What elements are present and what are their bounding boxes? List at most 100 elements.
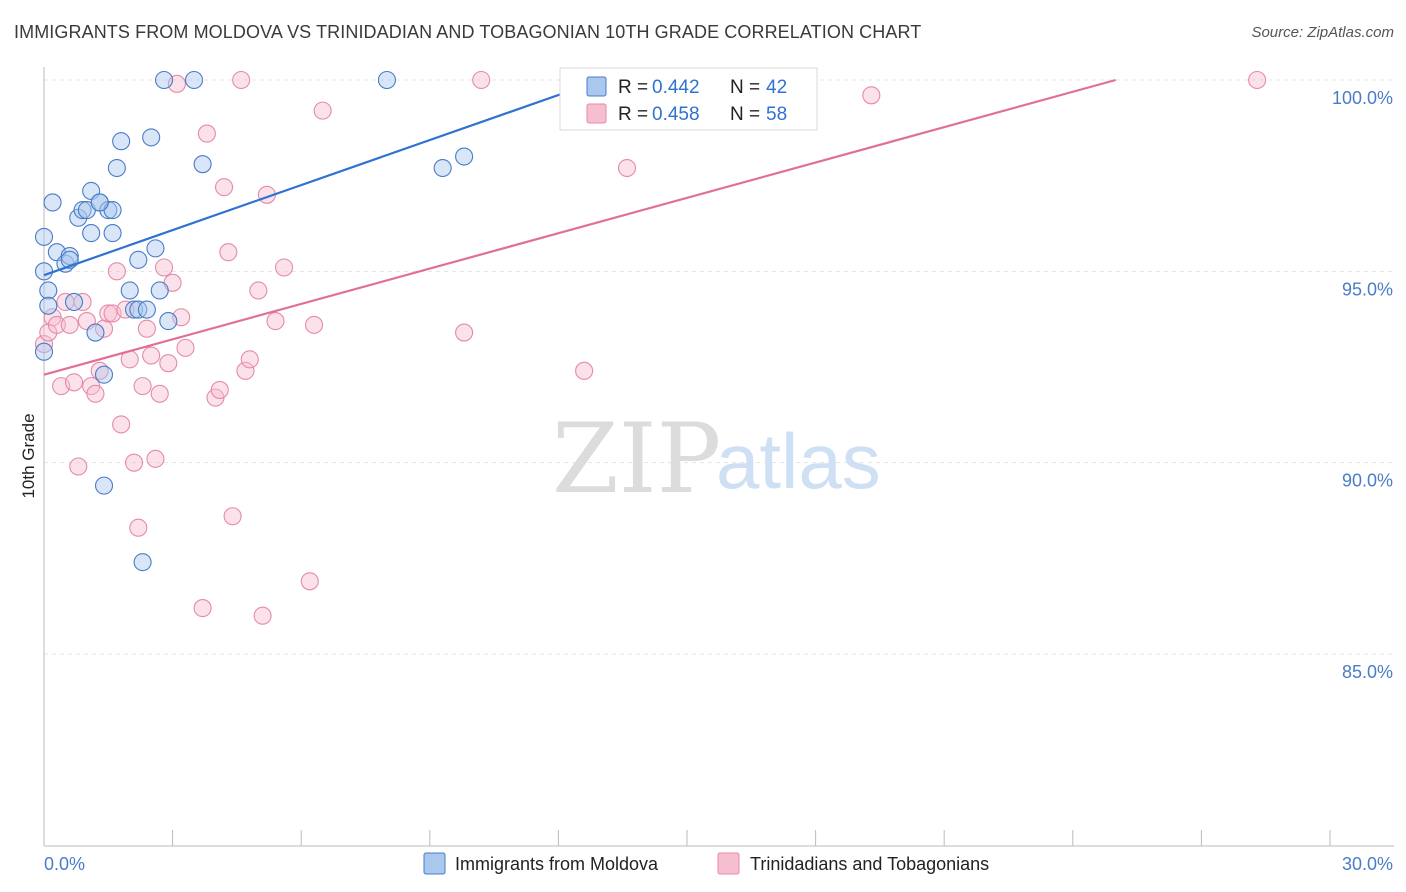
- series-legend: Immigrants from Moldova Trinidadians and…: [423, 852, 989, 875]
- data-point-blue: [82, 224, 101, 243]
- data-point-blue: [146, 239, 165, 258]
- data-point-blue: [377, 70, 396, 90]
- legend-r-label-blue: R =: [618, 77, 648, 98]
- data-point-blue: [34, 342, 54, 361]
- x-tick-marks: [43, 830, 1331, 846]
- data-point-blue: [112, 132, 131, 151]
- data-point-blue: [73, 201, 92, 220]
- data-point-pink: [86, 384, 105, 403]
- data-point-pink: [266, 312, 285, 331]
- y-tick-label: 90.0%: [1342, 471, 1393, 491]
- data-point-pink: [193, 599, 212, 618]
- trend-line-pink: [43, 78, 1116, 376]
- legend-n-value-blue: 42: [766, 77, 787, 98]
- data-point-pink: [64, 373, 84, 392]
- data-point-pink: [214, 178, 234, 197]
- data-point-pink: [240, 350, 259, 369]
- data-point-pink: [253, 606, 272, 625]
- data-point-pink: [313, 101, 332, 120]
- data-point-pink: [146, 449, 165, 468]
- legend-n-label-blue: N =: [730, 77, 760, 98]
- data-point-blue: [193, 155, 212, 174]
- data-point-blue: [455, 147, 474, 166]
- x-tick-label-min: 0.0%: [44, 854, 85, 874]
- data-point-blue: [34, 227, 54, 246]
- data-point-pink: [112, 415, 131, 434]
- series-moldova-points: [34, 70, 474, 572]
- chart-title: IMMIGRANTS FROM MOLDOVA VS TRINIDADIAN A…: [14, 22, 922, 42]
- y-tick-labels: 85.0% 90.0% 95.0% 100.0%: [1332, 88, 1393, 682]
- legend-n-value-pink: 58: [766, 104, 787, 125]
- legend-n-label-pink: N =: [730, 104, 760, 125]
- legend-r-value-blue: 0.442: [652, 77, 700, 98]
- data-point-blue: [124, 300, 144, 319]
- bottom-legend-swatch-trinidad: [717, 852, 740, 875]
- data-point-pink: [154, 258, 174, 277]
- data-point-blue: [34, 262, 54, 281]
- y-tick-label: 85.0%: [1342, 662, 1393, 682]
- data-point-blue: [43, 193, 62, 212]
- data-point-pink: [862, 86, 881, 105]
- data-point-blue: [184, 70, 204, 90]
- data-point-pink: [455, 323, 474, 342]
- data-point-blue: [120, 281, 139, 300]
- legend-swatch-blue: [586, 76, 607, 97]
- data-point-blue: [142, 128, 161, 147]
- data-point-blue: [103, 224, 122, 243]
- watermark-atlas: atlas: [716, 417, 881, 505]
- data-point-pink: [137, 319, 156, 338]
- data-point-pink: [236, 361, 255, 380]
- data-point-pink: [142, 346, 161, 365]
- data-point-blue: [39, 296, 58, 315]
- watermark-zip: ZIP: [552, 403, 721, 515]
- data-point-blue: [129, 250, 148, 269]
- data-point-blue: [159, 312, 178, 331]
- data-point-pink: [1248, 70, 1267, 90]
- trend-line-blue: [43, 78, 602, 277]
- y-tick-label: 95.0%: [1342, 279, 1393, 299]
- data-point-blue: [60, 246, 79, 266]
- bottom-legend-label-trinidad: Trinidadians and Tobagonians: [750, 854, 989, 874]
- data-point-pink: [159, 354, 178, 373]
- data-point-blue: [107, 158, 126, 178]
- y-axis-label: 10th Grade: [19, 413, 38, 498]
- data-point-pink: [150, 384, 169, 403]
- legend-r-value-pink: 0.458: [652, 104, 700, 125]
- series-trinidadians-points: [34, 70, 1267, 625]
- data-point-pink: [47, 315, 66, 334]
- data-point-pink: [99, 304, 118, 323]
- source-label: Source: ZipAtlas.com: [1251, 24, 1394, 41]
- bottom-legend-swatch-moldova: [423, 852, 446, 875]
- data-point-pink: [129, 518, 148, 537]
- bottom-legend-label-moldova: Immigrants from Moldova: [455, 854, 659, 874]
- data-point-blue: [39, 281, 58, 300]
- data-point-pink: [575, 361, 594, 380]
- data-point-pink: [472, 70, 491, 90]
- data-point-pink: [210, 380, 229, 400]
- data-point-blue: [90, 193, 109, 212]
- data-point-blue: [64, 292, 84, 311]
- data-point-blue: [133, 553, 152, 572]
- data-point-blue: [94, 365, 114, 384]
- data-point-pink: [34, 334, 54, 354]
- data-point-pink: [223, 507, 242, 526]
- data-point-blue: [94, 476, 114, 495]
- y-tick-label: 100.0%: [1332, 88, 1393, 108]
- legend-r-label-pink: R =: [618, 104, 648, 125]
- data-point-pink: [69, 457, 88, 476]
- data-point-pink: [176, 338, 195, 357]
- data-point-pink: [305, 315, 324, 334]
- data-point-pink: [617, 158, 637, 178]
- data-point-pink: [249, 281, 268, 300]
- data-point-pink: [232, 70, 251, 90]
- legend-swatch-pink: [586, 103, 607, 124]
- data-point-pink: [124, 453, 144, 472]
- correlation-legend: R = 0.442 N = 42 R = 0.458 N = 58: [559, 67, 818, 131]
- data-point-pink: [197, 124, 216, 143]
- x-tick-label-max: 30.0%: [1342, 854, 1393, 874]
- axes: [43, 67, 1394, 847]
- data-point-blue: [86, 323, 105, 342]
- data-point-pink: [107, 262, 126, 281]
- data-point-pink: [133, 377, 152, 396]
